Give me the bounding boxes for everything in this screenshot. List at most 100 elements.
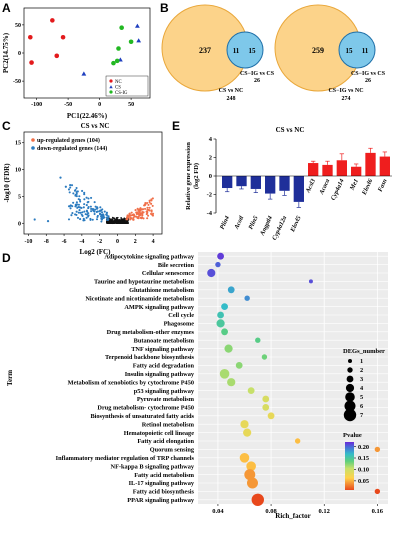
panel-c-x-tick-label: -8 <box>44 239 49 245</box>
volcano-point-down <box>83 198 86 201</box>
volcano-point-down <box>46 220 50 223</box>
volcano-point-ns <box>123 222 125 224</box>
volcano-point-down <box>96 215 99 219</box>
panel-a-x-tick-label: 50 <box>128 102 134 108</box>
size-legend-items: 1 2 3 4 5 6 7 <box>343 358 364 422</box>
term-label: Phagosome <box>164 321 195 328</box>
volcano-point-up <box>151 204 154 207</box>
panel-a-y-tick-label: 0 <box>18 51 21 57</box>
volcano-point-up <box>126 218 129 221</box>
panel-e: E CS vs NC -4 -2 0 2 4 Plin4 Acotl Plin5 Angptl… <box>172 119 392 241</box>
pca-point-nc <box>28 34 33 40</box>
volcano-point-up <box>145 213 148 216</box>
volcano-point-up <box>150 202 153 205</box>
volcano-point-down <box>83 193 86 196</box>
volcano-point-ns <box>116 221 119 224</box>
panel-a-x-tick-label: 0 <box>98 102 101 108</box>
size-legend-label: 2 <box>360 367 363 374</box>
volcano-point-down <box>105 213 108 216</box>
volcano-point-ns <box>119 222 121 224</box>
term-label: Retinol metabolism <box>142 421 195 428</box>
volcano-point-down <box>67 188 71 191</box>
term-label: Hematopoietic cell lineage <box>124 430 194 437</box>
size-legend-title: DEGs_number <box>343 348 385 355</box>
panel-e-y-tick-label: -4 <box>207 210 213 217</box>
volcano-point-down <box>100 220 103 223</box>
term-label: Adipocytokine signaling pathway <box>104 253 194 260</box>
volcano-point-down <box>75 191 78 194</box>
venn-2-right-only: 11 <box>362 47 369 55</box>
volcano-point-up <box>150 209 153 212</box>
bar-plin4 <box>222 176 233 189</box>
volcano-point-ns <box>111 218 114 221</box>
panel-a-x-ticks: -100 -50 0 50 <box>31 98 134 108</box>
venn-2-label-bottom-2: 274 <box>342 96 351 102</box>
color-legend-ticks: 0.20 0.15 0.10 0.05 <box>354 444 369 485</box>
volcano-point-down <box>74 193 77 196</box>
legend-label-up: up-regulated genes (104) <box>37 137 100 144</box>
volcano-point-ns <box>112 222 115 225</box>
gene-label-elovl6: Elovl6 <box>360 177 374 197</box>
panel-c-points <box>31 138 155 225</box>
gene-label-fasn: Fasn <box>377 177 389 192</box>
venn-1-label-bottom-2: 248 <box>227 96 236 102</box>
enrichment-point <box>227 378 236 387</box>
volcano-point-up <box>141 212 144 215</box>
volcano-point-down <box>75 186 78 190</box>
volcano-point-down <box>82 206 85 209</box>
panel-e-y-tick-label: 2 <box>209 155 212 162</box>
panel-a-y-tick-label: 50 <box>15 23 21 29</box>
term-label: Pyruvate metabolism <box>137 396 195 403</box>
term-label: AMPK signaling pathway <box>124 304 194 311</box>
panel-e-y-tick-label: -2 <box>207 192 212 199</box>
volcano-point-up <box>140 217 143 220</box>
bar-cyp4a14 <box>336 160 347 176</box>
volcano-point-up <box>148 201 151 204</box>
volcano-point-up <box>150 199 153 202</box>
volcano-point-up <box>130 211 133 214</box>
enrichment-point <box>224 344 233 353</box>
volcano-point-down <box>101 211 104 214</box>
venn-1-overlap: 11 <box>233 47 240 55</box>
bar-fasn <box>379 156 390 176</box>
volcano-point-ns <box>113 218 116 220</box>
panel-c-x-tick-label: -6 <box>62 239 67 245</box>
volcano-point-up <box>132 218 135 221</box>
pca-point-cs-ig <box>114 58 120 64</box>
enrichment-point <box>207 268 216 278</box>
panel-c-x-tick-label: -10 <box>24 239 32 245</box>
volcano-point-ns <box>125 220 128 222</box>
volcano-point-down <box>96 207 99 210</box>
volcano-point-ns <box>111 220 114 223</box>
volcano-point-down <box>76 216 80 219</box>
panel-c-plot-frame <box>23 131 163 235</box>
bar-acotl <box>236 176 247 187</box>
volcano-point-up <box>138 213 141 216</box>
volcano-point-down <box>90 210 93 213</box>
volcano-point-up <box>148 206 151 209</box>
venn-1-label-bottom-1: CS vs NC <box>219 88 244 94</box>
panel-a-y-label: PC2(14.75%) <box>2 32 10 73</box>
volcano-point-down <box>78 195 81 198</box>
panel-d: D Adipocytokine signaling pathway Bile se… <box>2 251 388 520</box>
volcano-point-ns <box>110 222 113 224</box>
panel-d-x-tick-label: 0.04 <box>212 508 224 515</box>
gene-label-plin4: Plin4 <box>219 215 231 231</box>
term-label: Bile secretion <box>158 262 195 269</box>
volcano-point-down <box>77 205 80 209</box>
color-legend-tick-label: 0.20 <box>358 444 369 451</box>
volcano-point-down <box>77 211 80 214</box>
volcano-point-up <box>142 217 145 220</box>
panel-e-y-tick-label: 4 <box>209 136 213 143</box>
panel-d-x-ticks: 0.04 0.08 0.12 0.16 <box>212 504 384 515</box>
pca-point-nc <box>50 18 55 23</box>
volcano-point-down <box>95 218 99 221</box>
volcano-point-down <box>89 217 92 220</box>
venn-2-label-bottom-1: CS−IG vs NC <box>328 88 363 94</box>
legend-marker-cs-ig <box>109 90 113 94</box>
volcano-point-up <box>151 197 154 200</box>
panel-e-bars <box>216 147 392 208</box>
volcano-point-down <box>82 217 85 220</box>
pca-point-nc <box>29 60 34 65</box>
